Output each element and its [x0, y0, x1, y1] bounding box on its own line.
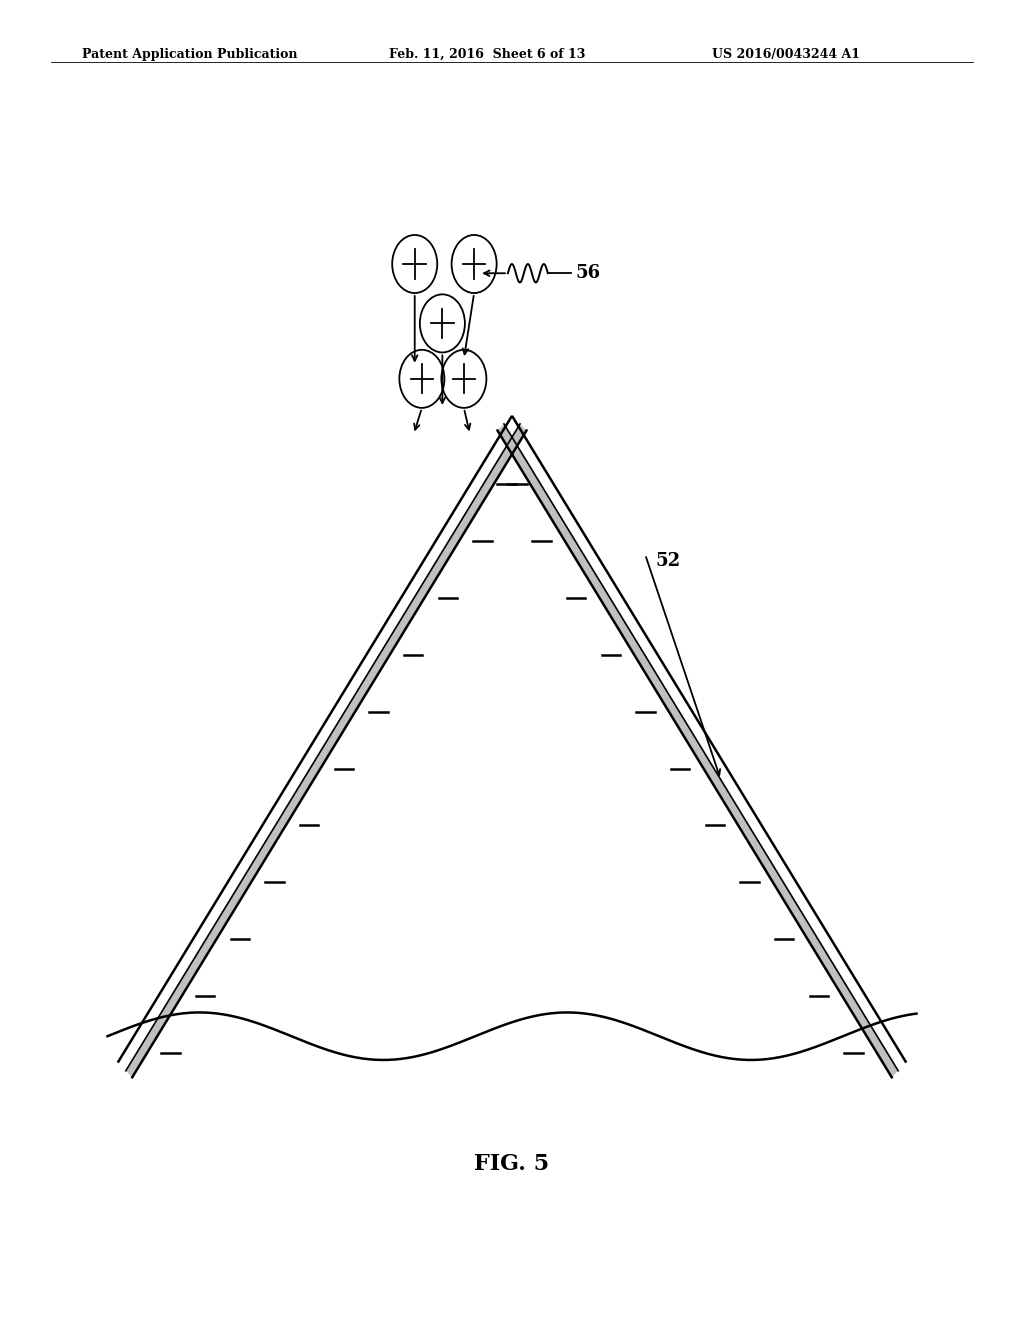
Text: Patent Application Publication: Patent Application Publication: [82, 48, 297, 61]
Text: 52: 52: [655, 552, 681, 570]
Text: Feb. 11, 2016  Sheet 6 of 13: Feb. 11, 2016 Sheet 6 of 13: [389, 48, 586, 61]
Text: 56: 56: [575, 264, 601, 282]
Polygon shape: [498, 424, 898, 1077]
Polygon shape: [126, 424, 526, 1077]
Text: FIG. 5: FIG. 5: [474, 1154, 550, 1175]
Text: US 2016/0043244 A1: US 2016/0043244 A1: [712, 48, 860, 61]
